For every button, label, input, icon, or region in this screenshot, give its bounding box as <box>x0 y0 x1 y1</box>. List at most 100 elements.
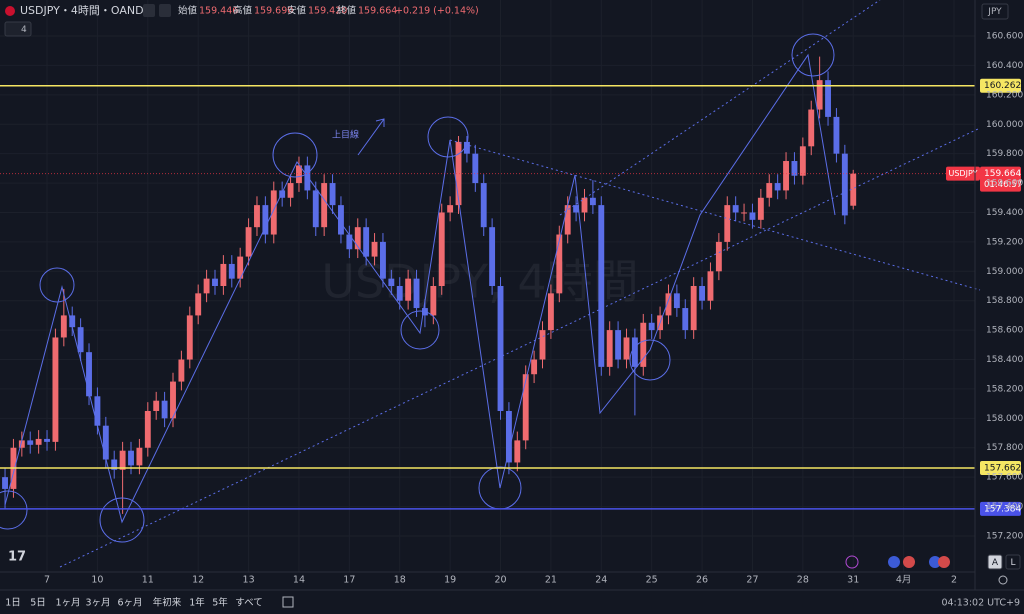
candle-body <box>707 271 714 301</box>
candle-body <box>128 450 134 466</box>
candle-body <box>380 241 386 279</box>
event-icon[interactable] <box>903 556 915 568</box>
candle-body <box>346 234 353 250</box>
circle <box>629 339 671 381</box>
candle-body <box>463 141 470 154</box>
candle-body <box>850 173 857 206</box>
indicators-count: 4 <box>21 25 27 35</box>
candle-body <box>514 440 521 463</box>
candle-body <box>757 197 764 220</box>
currency-button[interactable] <box>981 3 1009 20</box>
range-button[interactable]: 1日 <box>5 598 21 609</box>
range-button[interactable]: 年初来 <box>153 597 182 609</box>
candle-body <box>774 183 781 191</box>
circle <box>791 33 835 77</box>
candle-body <box>119 450 126 470</box>
ohlc-value: 159.690 <box>254 6 293 17</box>
ohlc-value: 159.446 <box>199 6 238 17</box>
range-button[interactable]: 6ヶ月 <box>117 598 142 609</box>
candle-body <box>111 459 118 470</box>
circle <box>39 267 75 303</box>
candle-body <box>766 183 773 198</box>
indicators-toggle[interactable] <box>4 21 32 37</box>
axis-button[interactable] <box>1005 554 1021 570</box>
range-button[interactable]: 5日 <box>30 598 46 609</box>
candle-body <box>186 315 193 360</box>
event-icon[interactable] <box>845 555 859 569</box>
candle-body <box>598 205 605 367</box>
candle-body <box>480 183 487 228</box>
grid <box>0 0 975 572</box>
candle-body <box>18 440 25 448</box>
event-icon[interactable] <box>888 556 900 568</box>
candle-body <box>665 293 672 316</box>
x-tick-label: 12 <box>192 575 204 586</box>
candles <box>2 56 857 514</box>
range-button[interactable]: すべて <box>235 598 262 609</box>
x-tick-label: 17 <box>343 575 355 586</box>
flag-icon[interactable] <box>159 4 171 17</box>
toolbar: 1日 5日 1ヶ月 3ヶ月 6ヶ月 年初来 1年 5年 すべて A L <box>5 554 1021 609</box>
channel-upper <box>559 0 881 216</box>
settings-icon[interactable] <box>998 575 1008 585</box>
candle-body <box>430 286 437 316</box>
event-icon[interactable] <box>929 556 941 568</box>
x-tick-label: 18 <box>394 575 406 586</box>
candle-body <box>69 315 76 328</box>
y-tick-label: 159.800 <box>986 149 1023 159</box>
candle-body <box>35 438 42 445</box>
range-button[interactable]: 3ヶ月 <box>85 598 110 609</box>
candle-body <box>447 205 454 213</box>
ohlc-label: 終値 <box>337 5 357 17</box>
candle-body <box>522 374 529 441</box>
x-tick-label: 2 <box>951 575 957 586</box>
ohlc-label: 始値 <box>178 5 198 17</box>
calendar-icon[interactable] <box>282 596 294 608</box>
candle-body <box>312 190 319 228</box>
candle-body <box>564 205 571 235</box>
candle-body <box>648 322 655 331</box>
candle-body <box>287 183 294 198</box>
ohlc-label: 安値 <box>287 5 307 17</box>
axis-button[interactable] <box>987 554 1003 570</box>
x-tick-label: 26 <box>696 575 708 586</box>
range-button[interactable]: 5年 <box>212 597 228 609</box>
y-tick-label: 159.600 <box>986 179 1023 189</box>
candle-body <box>52 337 59 442</box>
range-button[interactable]: 1ヶ月 <box>55 598 80 609</box>
y-tick-label: 158.800 <box>986 296 1023 306</box>
candle-body <box>531 359 538 375</box>
candle-body <box>60 315 67 338</box>
candle-body <box>254 205 260 228</box>
price-tag-label: 157.662 <box>984 464 1021 474</box>
y-tick-label: 158.000 <box>986 414 1023 424</box>
change: +0.219 (+0.14%) <box>395 6 479 17</box>
candle-body <box>489 227 496 286</box>
x-tick-label: 20 <box>494 575 506 586</box>
y-tick-label: 160.200 <box>986 90 1023 100</box>
candle-body <box>581 197 588 213</box>
flag-icon[interactable] <box>143 4 155 17</box>
candle-body <box>682 308 689 331</box>
y-tick-label: 160.000 <box>986 120 1023 130</box>
circle <box>427 116 469 158</box>
drawings <box>0 0 981 568</box>
clock: 04:13:02 UTC+9 <box>941 598 1020 609</box>
candle-body <box>296 165 302 184</box>
event-icon[interactable] <box>938 556 950 568</box>
candle-body <box>749 212 756 220</box>
overlays: 160.262 157.662 157.384 USDJPY 159.66401:46:… <box>0 78 1022 516</box>
x-tick-label: 14 <box>293 575 305 586</box>
symbol-tag <box>946 166 980 181</box>
range-button[interactable]: 1年 <box>189 597 205 609</box>
candle-body <box>102 425 109 460</box>
axis-button-label: A <box>992 558 999 568</box>
candle-body <box>195 293 202 316</box>
y-tick-label: 157.600 <box>986 473 1023 483</box>
candle-body <box>388 278 395 286</box>
y-tick-label: 158.200 <box>986 384 1023 394</box>
y-tick-label: 159.400 <box>986 208 1023 218</box>
candle-body <box>699 286 706 301</box>
price-tag-label: 160.262 <box>984 81 1021 91</box>
